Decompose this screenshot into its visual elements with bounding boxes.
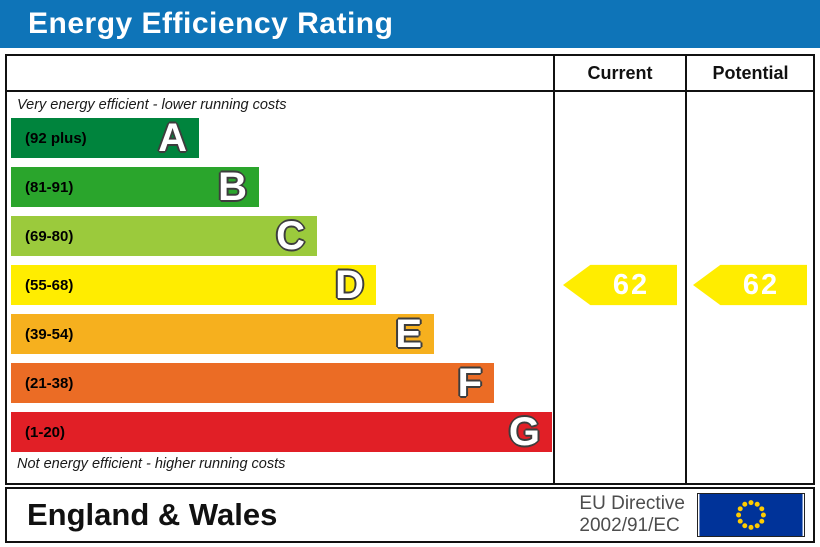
band-letter: B — [218, 165, 247, 209]
rating-band-c: (69-80) C — [11, 216, 317, 256]
title-bar: Energy Efficiency Rating — [0, 0, 820, 48]
column-header-potential: Potential — [712, 63, 789, 83]
footer: England & Wales EU Directive 2002/91/EC — [5, 487, 815, 543]
rating-band-d: (55-68) D — [11, 265, 376, 305]
rating-band-g: (1-20) G — [11, 412, 552, 452]
band-range-label: (21-38) — [25, 374, 74, 392]
efficiency-note-bottom: Not energy efficient - higher running co… — [17, 456, 286, 472]
rating-band-f: (21-38) F — [11, 363, 494, 403]
column-divider-current — [553, 56, 555, 483]
potential-rating-arrow: 62 — [693, 264, 807, 306]
current-rating-arrow: 62 — [563, 264, 677, 306]
band-range-label: (69-80) — [25, 227, 74, 245]
eu-directive-line1: EU Directive — [579, 493, 685, 514]
rating-band-a: (92 plus) A — [11, 118, 199, 158]
band-letter: A — [158, 116, 187, 160]
band-letter: F — [457, 361, 482, 405]
region-title: England & Wales — [27, 497, 278, 532]
band-letter: D — [335, 263, 364, 307]
band-range-label: (92 plus) — [25, 129, 87, 147]
band-range-label: (81-91) — [25, 178, 74, 196]
band-range-label: (1-20) — [25, 423, 66, 441]
current-rating-value: 62 — [612, 268, 650, 301]
column-divider-potential — [685, 56, 687, 483]
eu-directive-line2: 2002/91/EC — [579, 515, 680, 536]
potential-rating-value: 62 — [742, 268, 780, 301]
efficiency-note-top: Very energy efficient - lower running co… — [17, 97, 287, 113]
band-letter: G — [508, 410, 540, 454]
band-range-label: (55-68) — [25, 276, 74, 294]
eu-flag-icon — [697, 493, 805, 537]
band-range-label: (39-54) — [25, 325, 74, 343]
rating-band-e: (39-54) E — [11, 314, 434, 354]
rating-band-b: (81-91) B — [11, 167, 259, 207]
eu-directive-text: EU Directive 2002/91/EC — [579, 493, 685, 537]
rating-scale-body: Very energy efficient - lower running co… — [7, 94, 813, 483]
rating-table: Current Potential Very energy efficient … — [5, 54, 815, 485]
page-title: Energy Efficiency Rating — [28, 7, 394, 40]
column-header-current: Current — [587, 63, 653, 83]
band-letter: C — [276, 214, 305, 258]
band-letter: E — [395, 312, 422, 356]
table-header-row — [7, 56, 813, 92]
